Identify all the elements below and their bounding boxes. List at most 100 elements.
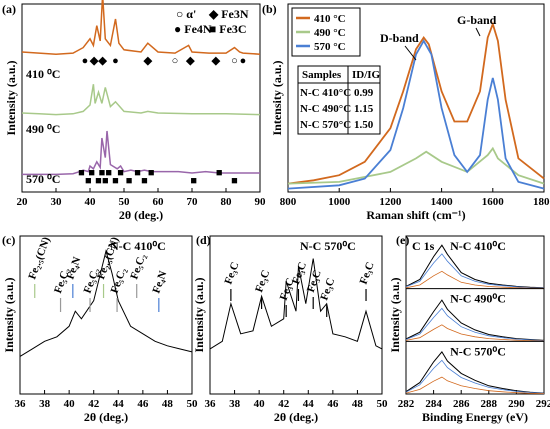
peak-marker: ■ [231, 175, 238, 187]
peak-marker: ◆ [185, 55, 195, 67]
x-tick-label: 282 [398, 398, 415, 410]
legend-entry: 490 °C [314, 27, 346, 39]
peak-label: Fe₃C [358, 260, 377, 286]
peak-marker: ■ [85, 175, 92, 187]
x-tick-label: 70 [187, 196, 199, 208]
peak-marker: ○ [172, 55, 179, 67]
peak-marker: ■ [141, 175, 148, 187]
peak-marker: ■ [102, 175, 109, 187]
x-tick-label: 50 [187, 398, 199, 410]
peak-label: Fe₄N [64, 255, 83, 281]
x-axis-label: 2θ (deg.) [84, 410, 128, 424]
panel-label-d: (d) [196, 233, 211, 247]
panel-label-e: (e) [396, 233, 409, 247]
series-line-2 [287, 39, 545, 190]
panel-e: 282 284 286 288 290 292 Binding Energy (eV) Int… [388, 233, 550, 424]
series-annotation: 570 ⁰C [26, 172, 60, 186]
series-annotation: 490 ⁰C [26, 122, 60, 136]
spectrum-line [405, 351, 545, 394]
x-tick-label: 48 [162, 398, 174, 410]
x-tick-label: 40 [64, 398, 76, 410]
spectrum-line [405, 299, 545, 341]
panel-title: N-C 410⁰C [110, 239, 166, 253]
table-cell: 1.50 [354, 119, 374, 131]
peak-label: Fe₄N [150, 269, 169, 295]
arrow [475, 27, 481, 37]
x-tick-label: 48 [352, 398, 364, 410]
legend-entry: ■ Fe3C [209, 22, 247, 36]
plot-frame [209, 235, 383, 395]
x-tick-label: 46 [137, 398, 149, 410]
peak-marker: ■ [78, 167, 85, 179]
panel-label-b: (b) [262, 2, 277, 16]
peak-marker: ■ [216, 167, 223, 179]
fit-component [405, 307, 545, 341]
y-axis-label: Intensity (a.u.) [270, 60, 284, 135]
x-tick-label: 292 [536, 398, 550, 410]
x-tick-label: 44 [303, 398, 315, 410]
panel-b: 800 1000 1200 1400 1600 1800 Raman shift (cm⁻¹… [262, 2, 550, 222]
series-line-1 [287, 146, 545, 185]
fit-component [405, 359, 545, 394]
x-tick-label: 42 [278, 398, 290, 410]
plot-frame [21, 3, 261, 193]
legend-entry: ● Fe4N [174, 22, 212, 36]
legend-entry: 410 °C [314, 13, 346, 25]
fit-component [405, 253, 545, 289]
legend-entry: ◆ Fe3N [208, 7, 249, 21]
c1s-label: C 1s [412, 239, 435, 253]
table-frame [297, 65, 381, 135]
y-axis-label: Intensity (a.u.) [2, 277, 16, 352]
panel-label-a: (a) [2, 2, 16, 16]
peak-marker: ■ [105, 167, 112, 179]
fit-component [405, 270, 545, 289]
legend-entry: 570 °C [314, 41, 346, 53]
x-axis-label: Raman shift (cm⁻¹) [366, 208, 465, 222]
table-cell: N-C 570°C [300, 119, 351, 131]
x-axis-label: 2θ (deg.) [274, 410, 318, 424]
peak-marker: ◆ [89, 55, 99, 67]
peak-marker: ◆ [97, 55, 107, 67]
panel-title: N-C 570⁰C [300, 239, 356, 253]
x-tick-label: 1000 [328, 196, 351, 208]
table-cell: 1.15 [354, 103, 374, 115]
panel-a: 20 30 40 50 60 70 80 90 2θ (deg.) Intensity (a.u.… [2, 0, 266, 222]
x-tick-label: 30 [51, 196, 63, 208]
id-ig-table: Samples ID/IGN-C 410°C 0.99N-C 490°C 1.15N-… [297, 65, 381, 135]
x-tick-label: 36 [205, 398, 217, 410]
peak-marker: ● [112, 55, 119, 67]
table-cell: N-C 490°C [300, 103, 351, 115]
y-axis-label: Intensity (a.u.) [4, 60, 18, 135]
x-tick-label: 90 [255, 196, 267, 208]
peak-label: Fe₃C [253, 268, 272, 294]
x-tick-label: 50 [119, 196, 131, 208]
x-tick-label: 800 [280, 196, 297, 208]
y-axis-label: Intensity (a.u.) [192, 277, 206, 352]
peak-marker: ■ [134, 167, 141, 179]
plot-frame [287, 3, 545, 193]
peak-marker: ■ [99, 167, 106, 179]
x-tick-label: 1400 [431, 196, 454, 208]
series-line [19, 249, 193, 357]
x-tick-label: 44 [113, 398, 125, 410]
series-line-2 [22, 130, 260, 176]
series-line-0 [21, 0, 261, 55]
peak-marker: ◆ [143, 55, 153, 67]
d-band-label: D-band [380, 31, 419, 45]
x-tick-label: 290 [508, 398, 525, 410]
g-band-label: G-band [457, 13, 497, 27]
peak-marker: ■ [112, 175, 119, 187]
series-annotation: 410 ⁰C [26, 67, 60, 81]
legend: 410 °C 490 °C 570 °C [291, 7, 361, 57]
peak-marker: ● [82, 55, 89, 67]
peak-marker: ■ [190, 175, 197, 187]
subpanel-title: N-C 490⁰C [450, 292, 506, 306]
peak-label: Fe₃C [318, 276, 337, 302]
panel-c: 36 38 40 42 44 46 48 50 2θ (deg.) Intensity (a.u.… [2, 233, 198, 424]
subpanel-title: N-C 570⁰C [450, 344, 506, 358]
fit-component [405, 324, 545, 342]
series-line-1 [21, 84, 261, 116]
x-tick-label: 42 [88, 398, 100, 410]
peak-marker: ◆ [211, 55, 221, 67]
